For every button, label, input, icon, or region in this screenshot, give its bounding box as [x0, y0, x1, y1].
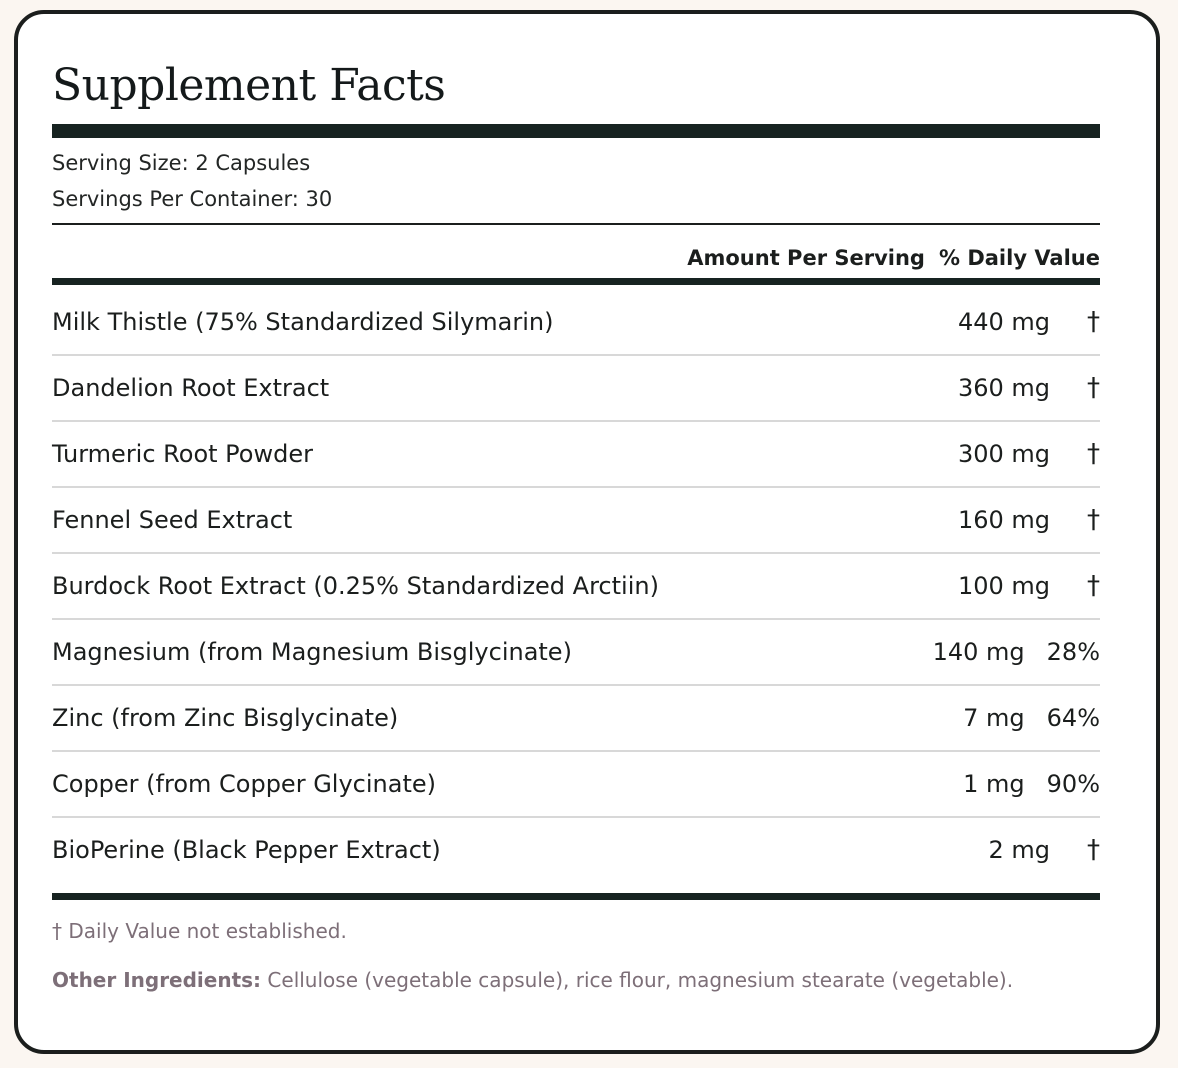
ingredient-daily-value: † — [1087, 307, 1100, 337]
footer-divider-bar — [52, 893, 1100, 900]
ingredient-name: BioPerine (Black Pepper Extract) — [52, 836, 441, 864]
ingredient-daily-value: † — [1087, 835, 1100, 865]
ingredient-name: Milk Thistle (75% Standardized Silymarin… — [52, 308, 554, 336]
ingredient-name: Fennel Seed Extract — [52, 506, 293, 534]
column-header-amount: Amount Per Serving — [687, 246, 925, 270]
ingredient-name: Turmeric Root Powder — [52, 440, 313, 468]
servings-per-container: Servings Per Container: 30 — [52, 187, 333, 211]
ingredient-name: Magnesium (from Magnesium Bisglycinate) — [52, 638, 572, 666]
other-ingredients-label: Other Ingredients: — [52, 968, 262, 992]
ingredient-amount: 140 mg — [932, 638, 1025, 666]
ingredient-row: Dandelion Root Extract 360 mg † — [52, 356, 1100, 422]
serving-divider-line — [52, 223, 1100, 225]
ingredient-amount: 300 mg — [957, 440, 1050, 468]
ingredient-amount: 360 mg — [957, 374, 1050, 402]
ingredient-row: Milk Thistle (75% Standardized Silymarin… — [52, 290, 1100, 356]
header-divider-bar — [52, 278, 1100, 285]
ingredient-row: Magnesium (from Magnesium Bisglycinate) … — [52, 620, 1100, 686]
column-header-daily-value: % Daily Value — [938, 246, 1100, 270]
ingredient-daily-value: † — [1087, 439, 1100, 469]
ingredient-list: Milk Thistle (75% Standardized Silymarin… — [52, 290, 1100, 882]
other-ingredients-text: Cellulose (vegetable capsule), rice flou… — [267, 968, 1014, 992]
label-title: Supplement Facts — [52, 60, 446, 111]
ingredient-amount: 7 mg — [963, 704, 1025, 732]
ingredient-daily-value: † — [1087, 571, 1100, 601]
ingredient-daily-value: † — [1087, 505, 1100, 535]
ingredient-name: Copper (from Copper Glycinate) — [52, 770, 436, 798]
ingredient-amount: 440 mg — [957, 308, 1050, 336]
title-divider-bar — [52, 124, 1100, 138]
ingredient-name: Dandelion Root Extract — [52, 374, 330, 402]
serving-size: Serving Size: 2 Capsules — [52, 151, 311, 175]
ingredient-row: Fennel Seed Extract 160 mg † — [52, 488, 1100, 554]
column-headers: Amount Per Serving % Daily Value — [52, 243, 1100, 273]
ingredient-amount: 100 mg — [957, 572, 1050, 600]
ingredient-row: Zinc (from Zinc Bisglycinate) 7 mg 64% — [52, 686, 1100, 752]
ingredient-name: Burdock Root Extract (0.25% Standardized… — [52, 572, 659, 600]
ingredient-daily-value: 90% — [1046, 770, 1100, 798]
ingredient-row: Turmeric Root Powder 300 mg † — [52, 422, 1100, 488]
ingredient-row: Copper (from Copper Glycinate) 1 mg 90% — [52, 752, 1100, 818]
ingredient-amount: 2 mg — [988, 836, 1050, 864]
ingredient-row: Burdock Root Extract (0.25% Standardized… — [52, 554, 1100, 620]
ingredient-daily-value: 64% — [1046, 704, 1100, 732]
ingredient-row: BioPerine (Black Pepper Extract) 2 mg † — [52, 818, 1100, 882]
ingredient-daily-value: 28% — [1046, 638, 1100, 666]
ingredient-amount: 160 mg — [957, 506, 1050, 534]
other-ingredients: Other Ingredients: Cellulose (vegetable … — [52, 966, 1112, 994]
ingredient-name: Zinc (from Zinc Bisglycinate) — [52, 704, 399, 732]
daily-value-footnote: † Daily Value not established. — [52, 919, 347, 943]
supplement-facts-panel — [14, 10, 1160, 1054]
ingredient-amount: 1 mg — [963, 770, 1025, 798]
ingredient-daily-value: † — [1087, 373, 1100, 403]
